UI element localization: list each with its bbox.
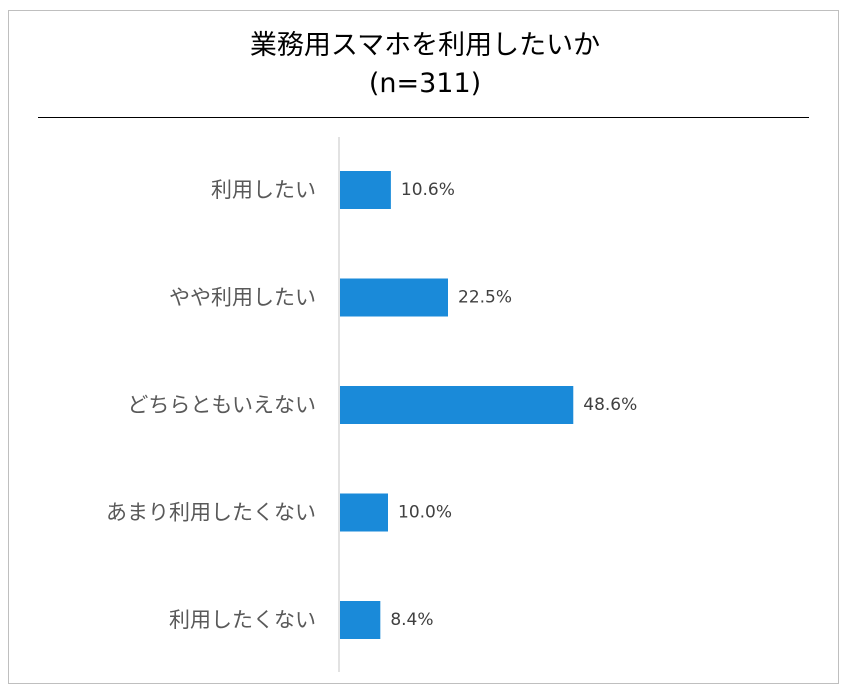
chart-frame [8,10,839,684]
bars-group: 利用したい 10.6% やや利用したい 22.5% どちらともいえない 48.6% あまり利… [106,171,637,639]
category-label: 利用したい [211,178,316,202]
chart-title: 業務用スマホを利用したいか [249,30,601,61]
chart-subtitle: (n=311) [368,68,482,99]
category-label: どちらともいえない [127,393,316,417]
value-label: 10.0% [398,503,452,523]
chart-title-block: 業務用スマホを利用したいか (n=311) [0,27,850,103]
bar [340,386,574,424]
value-label: 10.6% [401,180,455,200]
bar [340,171,391,209]
value-label: 22.5% [458,288,512,308]
title-divider [38,117,809,118]
value-label: 8.4% [390,610,433,630]
category-label: あまり利用したくない [106,501,316,525]
value-label: 48.6% [583,395,637,415]
bar [340,601,381,639]
category-label: やや利用したい [169,286,316,310]
bar [340,493,388,532]
bar [340,278,448,317]
category-label: 利用したくない [169,608,316,632]
